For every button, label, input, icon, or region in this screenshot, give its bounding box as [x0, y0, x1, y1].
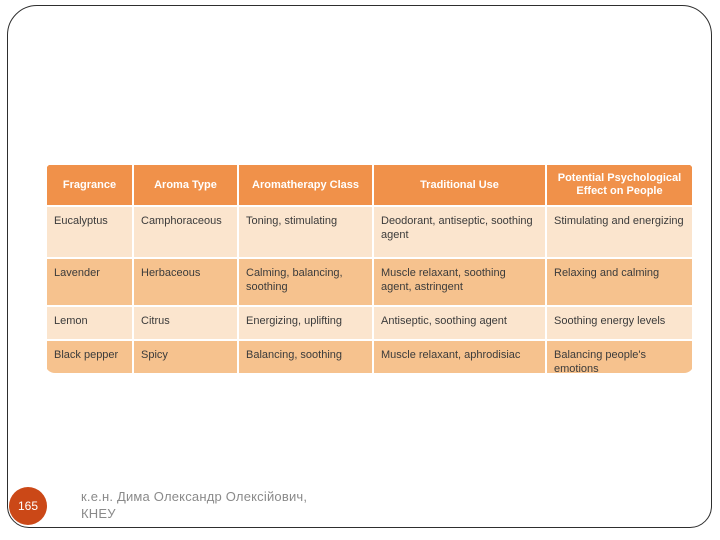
- table-cell: Camphoraceous: [134, 207, 237, 257]
- table-cell: Deodorant, antiseptic, soothing agent: [374, 207, 545, 257]
- header-cell-psych-effect: Potential Psychological Effect on People: [547, 165, 692, 205]
- table-cell: Toning, stimulating: [239, 207, 372, 257]
- footer-org-line: КНЕУ: [81, 505, 116, 521]
- table-cell: Eucalyptus: [47, 207, 132, 257]
- header-cell-aroma-type: Aroma Type: [134, 165, 237, 205]
- table-cell: Antiseptic, soothing agent: [374, 307, 545, 339]
- aromatherapy-table: Fragrance Aroma Type Aromatherapy Class …: [45, 163, 694, 373]
- table-row-lemon: Lemon Citrus Energizing, uplifting Antis…: [47, 307, 692, 339]
- page-number: 165: [17, 499, 39, 513]
- table-cell: Balancing people's emotions: [547, 341, 692, 373]
- table-cell: Citrus: [134, 307, 237, 339]
- table-cell: Herbaceous: [134, 259, 237, 305]
- table-row-lavender: Lavender Herbaceous Calming, balancing, …: [47, 259, 692, 305]
- table-cell: Spicy: [134, 341, 237, 373]
- table-cell: Muscle relaxant, soothing agent, astring…: [374, 259, 545, 305]
- table-cell: Calming, balancing, soothing: [239, 259, 372, 305]
- slide-footer: к.е.н. Дима Олександр Олексійович, КНЕУ: [81, 489, 381, 522]
- table-cell: Muscle relaxant, aphrodisiac: [374, 341, 545, 373]
- table-cell: Relaxing and calming: [547, 259, 692, 305]
- table-header-row: Fragrance Aroma Type Aromatherapy Class …: [47, 165, 692, 205]
- table-cell: Lemon: [47, 307, 132, 339]
- header-cell-traditional-use: Traditional Use: [374, 165, 545, 205]
- table-row-black-pepper: Black pepper Spicy Balancing, soothing M…: [47, 341, 692, 373]
- aromatherapy-table-grid: Fragrance Aroma Type Aromatherapy Class …: [45, 163, 694, 373]
- header-cell-fragrance: Fragrance: [47, 165, 132, 205]
- footer-author-line: к.е.н. Дима Олександр Олексійович,: [81, 489, 308, 504]
- table-cell: Balancing, soothing: [239, 341, 372, 373]
- table-cell: Lavender: [47, 259, 132, 305]
- table-cell: Black pepper: [47, 341, 132, 373]
- header-cell-aromatherapy-class: Aromatherapy Class: [239, 165, 372, 205]
- table-row-eucalyptus: Eucalyptus Camphoraceous Toning, stimula…: [47, 207, 692, 257]
- page-number-badge: 165: [9, 487, 47, 525]
- table-cell: Soothing energy levels: [547, 307, 692, 339]
- table-cell: Stimulating and energizing: [547, 207, 692, 257]
- table-cell: Energizing, uplifting: [239, 307, 372, 339]
